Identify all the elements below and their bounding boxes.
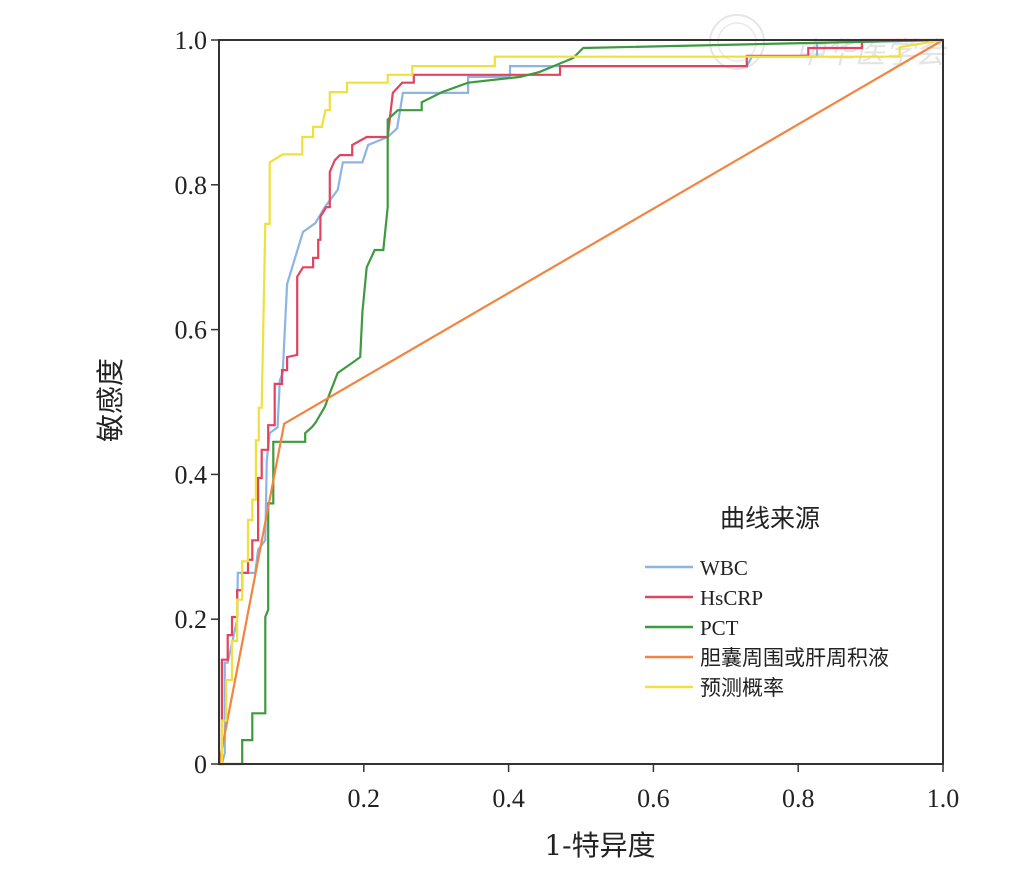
legend-label-2: PCT: [700, 616, 739, 640]
y-axis: 0 0.2 0.4 0.6 0.8 1.0: [175, 26, 219, 779]
legend-label-0: WBC: [700, 556, 748, 580]
y-tick-label: 0.2: [175, 605, 208, 634]
watermark-seal-inner: [717, 22, 757, 62]
legend-label-4: 预测概率: [700, 676, 784, 700]
x-tick-label: 1.0: [927, 784, 960, 813]
watermark-seal: [709, 14, 765, 70]
x-axis-label: 1-特异度: [544, 829, 655, 862]
series-line-4: [219, 38, 944, 766]
x-tick-label: 0.6: [637, 784, 670, 813]
legend-label-1: HsCRP: [700, 586, 763, 610]
series-line-3: [217, 39, 944, 765]
x-tick-label: 0.4: [492, 784, 525, 813]
y-tick-label: 0: [194, 750, 207, 779]
y-axis-label: 敏感度: [94, 358, 127, 442]
y-tick-label: 0.4: [175, 460, 208, 489]
legend-label-3: 胆囊周围或肝周积液: [700, 646, 889, 670]
x-axis: 0.2 0.4 0.6 0.8 1.0: [348, 764, 960, 813]
series-layer: [217, 38, 944, 766]
x-tick-label: 0.8: [782, 784, 815, 813]
y-tick-label: 0.8: [175, 171, 208, 200]
plot-frame: [218, 39, 944, 765]
legend-title: 曲线来源: [720, 504, 820, 533]
x-tick-label: 0.2: [348, 784, 381, 813]
y-tick-label: 1.0: [175, 26, 208, 55]
y-tick-label: 0.6: [175, 316, 208, 345]
series-line-2: [219, 38, 944, 766]
series-line-0: [219, 38, 944, 766]
